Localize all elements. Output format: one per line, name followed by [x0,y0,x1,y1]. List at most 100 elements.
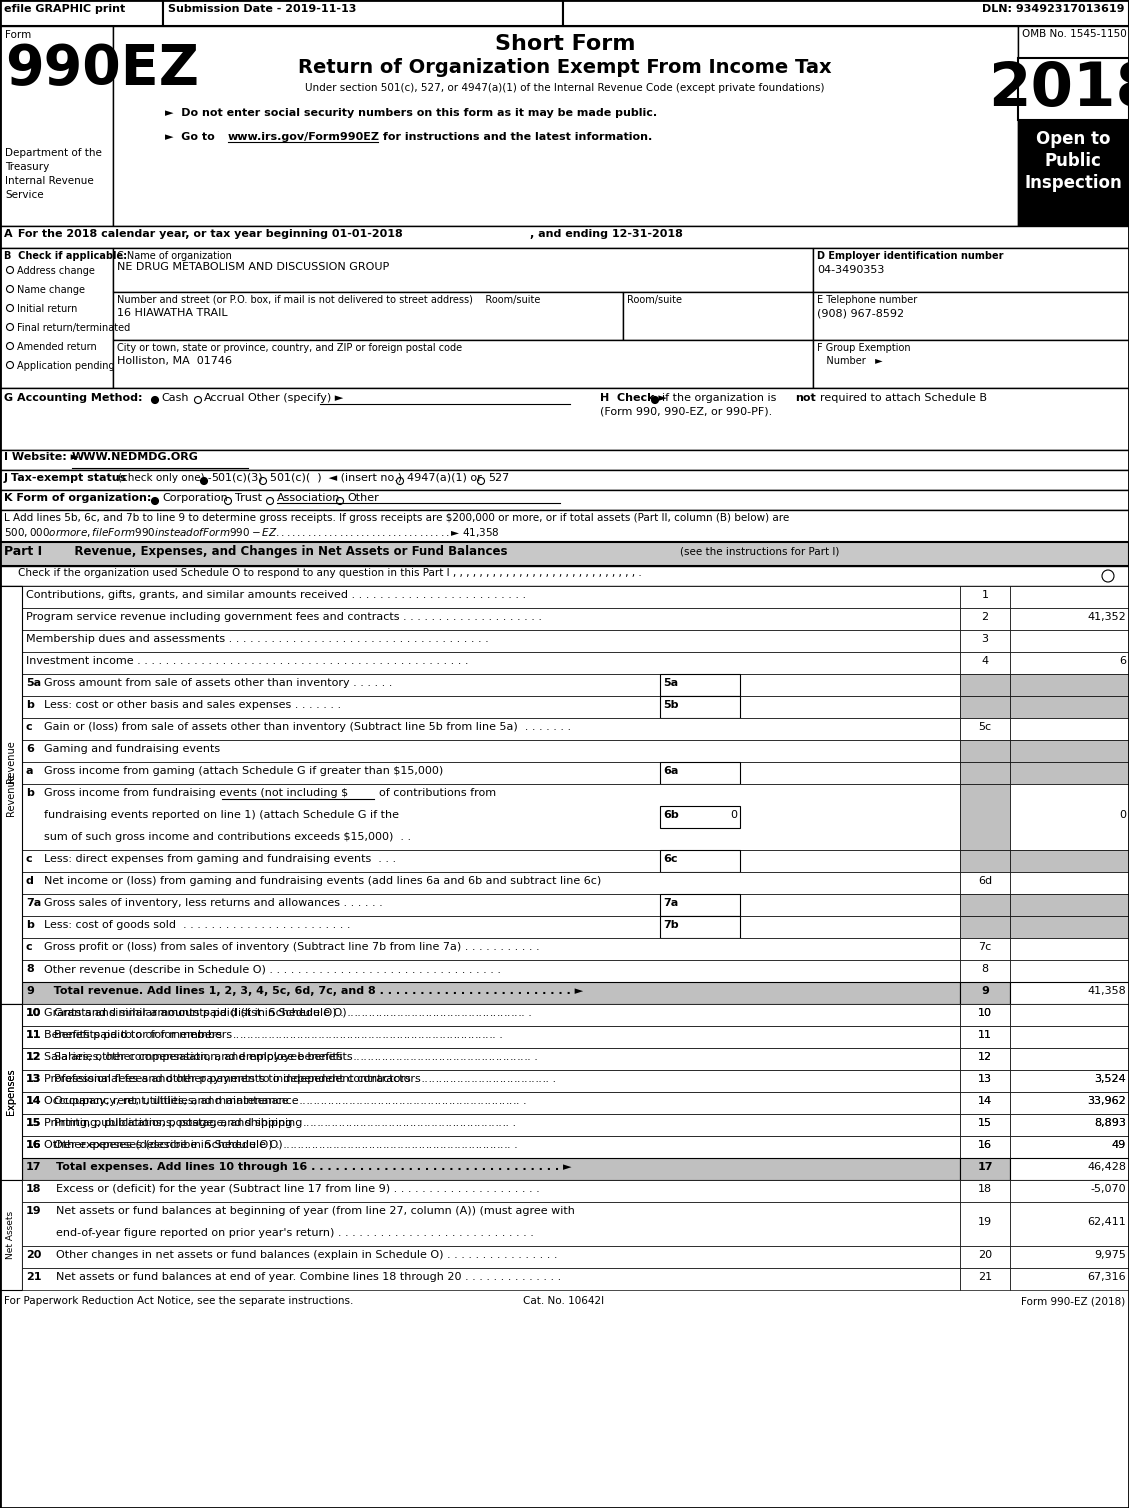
Bar [0,449,1129,470]
Text: 6: 6 [26,743,34,754]
Bar [0,566,1129,587]
Text: 6b: 6b [663,810,679,820]
Bar [0,490,1129,510]
Text: 11: 11 [978,1030,992,1041]
Bar [1010,718,1129,740]
Bar [0,1004,21,1179]
Text: J Tax-exempt status: J Tax-exempt status [5,474,128,483]
Text: Treasury: Treasury [5,161,50,172]
Text: 8: 8 [981,964,989,974]
Bar [660,915,739,938]
Bar [1018,57,1129,121]
Text: B  Check if applicable:: B Check if applicable: [5,250,128,261]
Text: Gaming and fundraising events: Gaming and fundraising events [44,743,220,754]
Bar [1010,1202,1129,1246]
Text: Investment income . . . . . . . . . . . . . . . . . . . . . . . . . . . . . . . : Investment income . . . . . . . . . . . … [26,656,469,667]
Text: Other expenses (describe in Schedule O) . . . . . . . . . . . . . . . . . . . . : Other expenses (describe in Schedule O) … [54,1140,518,1151]
Text: Expenses: Expenses [6,1069,16,1116]
Bar [960,1202,1010,1246]
Text: 12: 12 [26,1053,42,1062]
Bar [1010,1114,1129,1136]
Text: 21: 21 [26,1273,42,1282]
Bar [113,26,1018,226]
Text: D Employer identification number: D Employer identification number [817,250,1004,261]
Bar [960,1004,1010,1025]
Bar [21,740,960,762]
Bar [1010,1048,1129,1071]
Bar [960,1158,1010,1179]
Text: 6a: 6a [663,766,679,777]
Bar [960,1136,1010,1158]
Text: www.irs.gov/Form990EZ: www.irs.gov/Form990EZ [228,133,380,142]
Bar [960,674,1010,697]
Text: Short Form: Short Form [495,35,636,54]
Bar [21,1136,960,1158]
Bar [21,1136,960,1158]
Text: 46,428: 46,428 [1087,1163,1126,1172]
Text: Gross sales of inventory, less returns and allowances . . . . . .: Gross sales of inventory, less returns a… [44,897,383,908]
Text: (see the instructions for Part I): (see the instructions for Part I) [680,547,839,556]
Text: 7c: 7c [979,942,991,952]
Text: 9,975: 9,975 [1094,1250,1126,1261]
Text: 13: 13 [26,1074,42,1084]
Bar [1010,651,1129,674]
Bar [960,762,1010,784]
Text: 4: 4 [981,656,989,667]
Bar [960,1004,1010,1025]
Bar [0,1004,21,1179]
Bar [960,1025,1010,1048]
Bar [0,26,113,226]
Text: Number   ►: Number ► [817,356,883,366]
Bar [960,1114,1010,1136]
Text: 0: 0 [730,810,737,820]
Bar [1010,674,1129,697]
Bar [21,1048,960,1071]
Text: H  Check ►: H Check ► [599,394,667,403]
Bar [0,226,1129,247]
Bar [960,651,1010,674]
Text: 5b: 5b [663,700,679,710]
Bar [21,1268,960,1289]
Text: 5a: 5a [26,679,41,688]
Bar [21,1004,960,1025]
Bar [1010,938,1129,961]
Bar [813,247,1129,293]
Bar [21,1025,960,1048]
Text: (908) 967-8592: (908) 967-8592 [817,308,904,318]
Text: Corporation: Corporation [161,493,228,504]
Text: Form: Form [5,30,32,41]
Text: 16: 16 [26,1140,42,1151]
Text: Holliston, MA  01746: Holliston, MA 01746 [117,356,231,366]
Text: 49: 49 [1112,1140,1126,1151]
Bar [960,894,1010,915]
Text: K Form of organization:: K Form of organization: [5,493,151,504]
Text: Revenue: Revenue [6,774,16,816]
Bar [21,674,960,697]
Text: d: d [26,876,34,887]
Text: Contributions, gifts, grants, and similar amounts received . . . . . . . . . . .: Contributions, gifts, grants, and simila… [26,590,526,600]
Bar [660,805,739,828]
Text: required to attach Schedule B: required to attach Schedule B [820,394,987,403]
Text: 15: 15 [26,1117,42,1128]
Text: Service: Service [5,190,44,201]
Text: Other: Other [347,493,378,504]
Text: Application pending: Application pending [17,360,115,371]
Bar [21,784,960,851]
Text: DLN: 93492317013619: DLN: 93492317013619 [982,5,1124,14]
Text: Under section 501(c), 527, or 4947(a)(1) of the Internal Revenue Code (except pr: Under section 501(c), 527, or 4947(a)(1)… [305,83,825,93]
Bar [960,587,1010,608]
Bar [113,293,623,339]
Bar [960,851,1010,872]
Bar [1010,982,1129,1004]
Bar [21,587,960,608]
Text: for instructions and the latest information.: for instructions and the latest informat… [379,133,653,142]
Text: 17: 17 [26,1163,42,1172]
Text: 12: 12 [978,1053,992,1062]
Bar [0,388,1129,449]
Text: 12: 12 [26,1053,42,1062]
Bar [21,1071,960,1092]
Text: 33,962: 33,962 [1087,1096,1126,1105]
Text: Less: cost or other basis and sales expenses . . . . . . .: Less: cost or other basis and sales expe… [44,700,341,710]
Text: 8,893: 8,893 [1094,1117,1126,1128]
Text: 20: 20 [978,1250,992,1261]
